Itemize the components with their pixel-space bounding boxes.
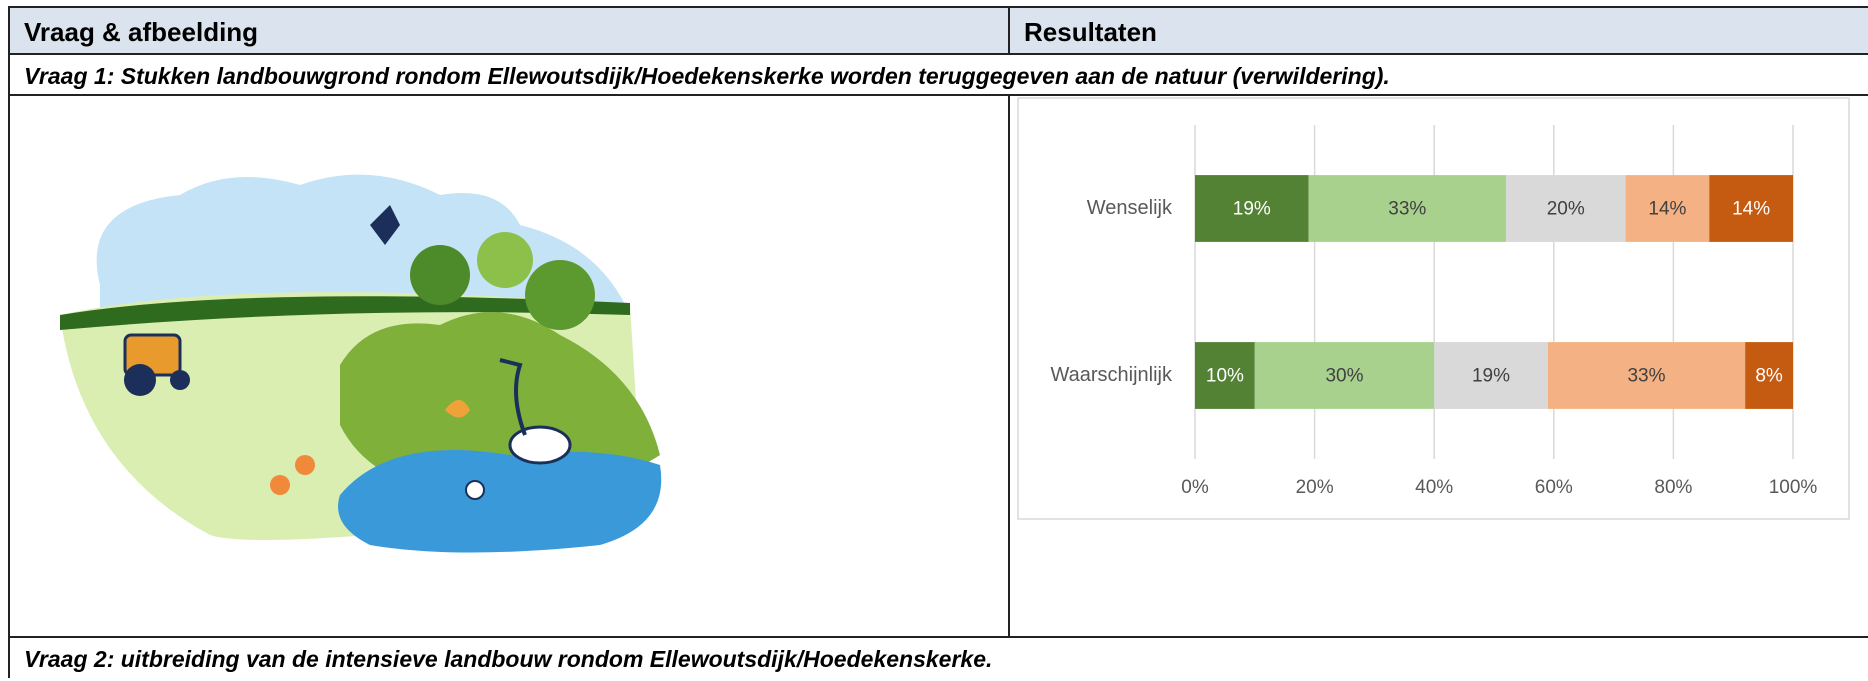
page: Vraag & afbeelding Resultaten Vraag 1: S… [0, 0, 1868, 678]
x-tick-label: 40% [1415, 477, 1453, 498]
data-label: 19% [1233, 199, 1271, 220]
data-label: 10% [1206, 366, 1244, 387]
y-tick-label: Wenselijk [1087, 197, 1173, 219]
data-label: 33% [1388, 199, 1426, 220]
data-label: 14% [1648, 199, 1686, 220]
x-tick-label: 20% [1296, 477, 1334, 498]
data-label: 8% [1755, 366, 1783, 387]
x-tick-label: 80% [1654, 477, 1692, 498]
x-tick-label: 60% [1535, 477, 1573, 498]
data-label: 33% [1627, 366, 1665, 387]
y-tick-label: Waarschijnlijk [1050, 364, 1173, 386]
x-tick-label: 0% [1181, 477, 1209, 498]
data-label: 30% [1325, 366, 1363, 387]
x-tick-label: 100% [1769, 477, 1818, 498]
data-label: 20% [1547, 199, 1585, 220]
data-label: 19% [1472, 366, 1510, 387]
chart: 0% 20% 40% 60% 80% 100% Wenselijk 19% 33% 20% 14% 1… [0, 0, 1868, 678]
data-label: 14% [1732, 199, 1770, 220]
